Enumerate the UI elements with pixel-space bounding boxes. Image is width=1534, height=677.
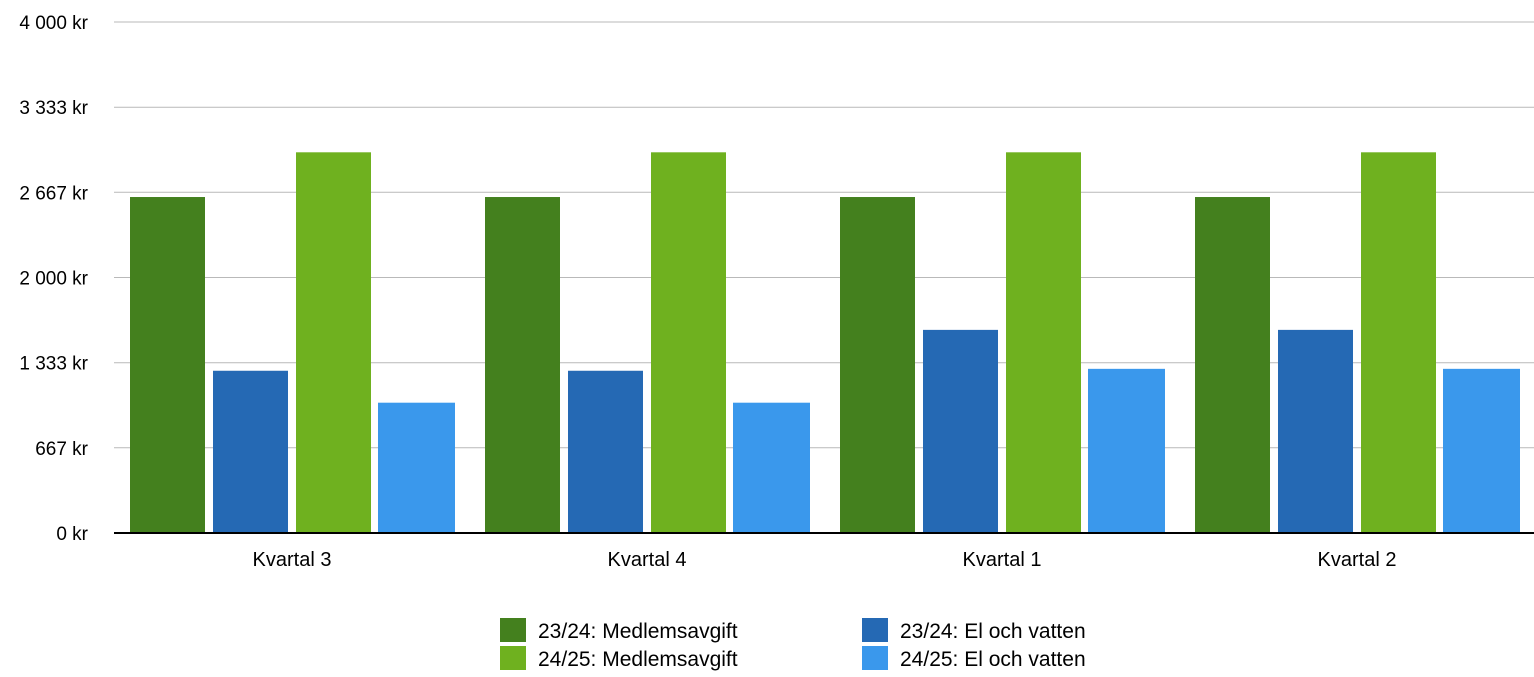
- y-tick-label: 1 333 kr: [19, 354, 88, 375]
- y-tick-label: 667 kr: [35, 439, 88, 460]
- y-tick-label: 4 000 kr: [19, 13, 88, 34]
- bar-24-25-el-och-vatten-1: [733, 402, 810, 533]
- bar-24-25-el-och-vatten-0: [378, 402, 455, 533]
- bar-23-24-medlemsavgift-3: [1195, 197, 1270, 533]
- bar-24-25-el-och-vatten-3: [1443, 368, 1520, 533]
- bar-24-25-medlemsavgift-3: [1361, 152, 1436, 533]
- y-tick-label: 3 333 kr: [19, 98, 88, 119]
- bars: [130, 152, 1520, 533]
- legend-label: 23/24: Medlemsavgift: [538, 620, 738, 643]
- bar-23-24-el-och-vatten-2: [923, 329, 998, 533]
- legend-swatch: [862, 618, 888, 642]
- legend-swatch: [862, 646, 888, 670]
- legend-label: 24/25: Medlemsavgift: [538, 648, 738, 671]
- bar-23-24-el-och-vatten-0: [213, 370, 288, 533]
- legend-label: 24/25: El och vatten: [900, 648, 1086, 671]
- bar-23-24-medlemsavgift-2: [840, 197, 915, 533]
- y-tick-label: 2 000 kr: [19, 269, 88, 290]
- x-category-label: Kvartal 3: [253, 549, 332, 571]
- x-category-label: Kvartal 4: [608, 549, 687, 571]
- y-tick-label: 2 667 kr: [19, 183, 88, 204]
- bar-24-25-medlemsavgift-0: [296, 152, 371, 533]
- y-tick-label: 0 kr: [56, 524, 88, 545]
- bar-23-24-medlemsavgift-0: [130, 197, 205, 533]
- legend-swatch: [500, 646, 526, 670]
- bar-24-25-medlemsavgift-2: [1006, 152, 1081, 533]
- bar-23-24-medlemsavgift-1: [485, 197, 560, 533]
- bar-23-24-el-och-vatten-3: [1278, 329, 1353, 533]
- y-axis-ticks: 0 kr 667 kr 1 333 kr 2 000 kr 2 667 kr 3 333 …: [19, 13, 88, 545]
- bar-23-24-el-och-vatten-1: [568, 370, 643, 533]
- legend-swatch: [500, 618, 526, 642]
- x-category-label: Kvartal 1: [963, 549, 1042, 571]
- legend: 23/24: Medlemsavgift 23/24: El och vatten…: [500, 618, 1086, 671]
- bar-24-25-medlemsavgift-1: [651, 152, 726, 533]
- legend-label: 23/24: El och vatten: [900, 620, 1086, 643]
- x-category-label: Kvartal 2: [1318, 549, 1397, 571]
- bar-24-25-el-och-vatten-2: [1088, 368, 1165, 533]
- category-labels: Kvartal 3 Kvartal 4 Kvartal 1 Kvartal 2: [253, 549, 1397, 571]
